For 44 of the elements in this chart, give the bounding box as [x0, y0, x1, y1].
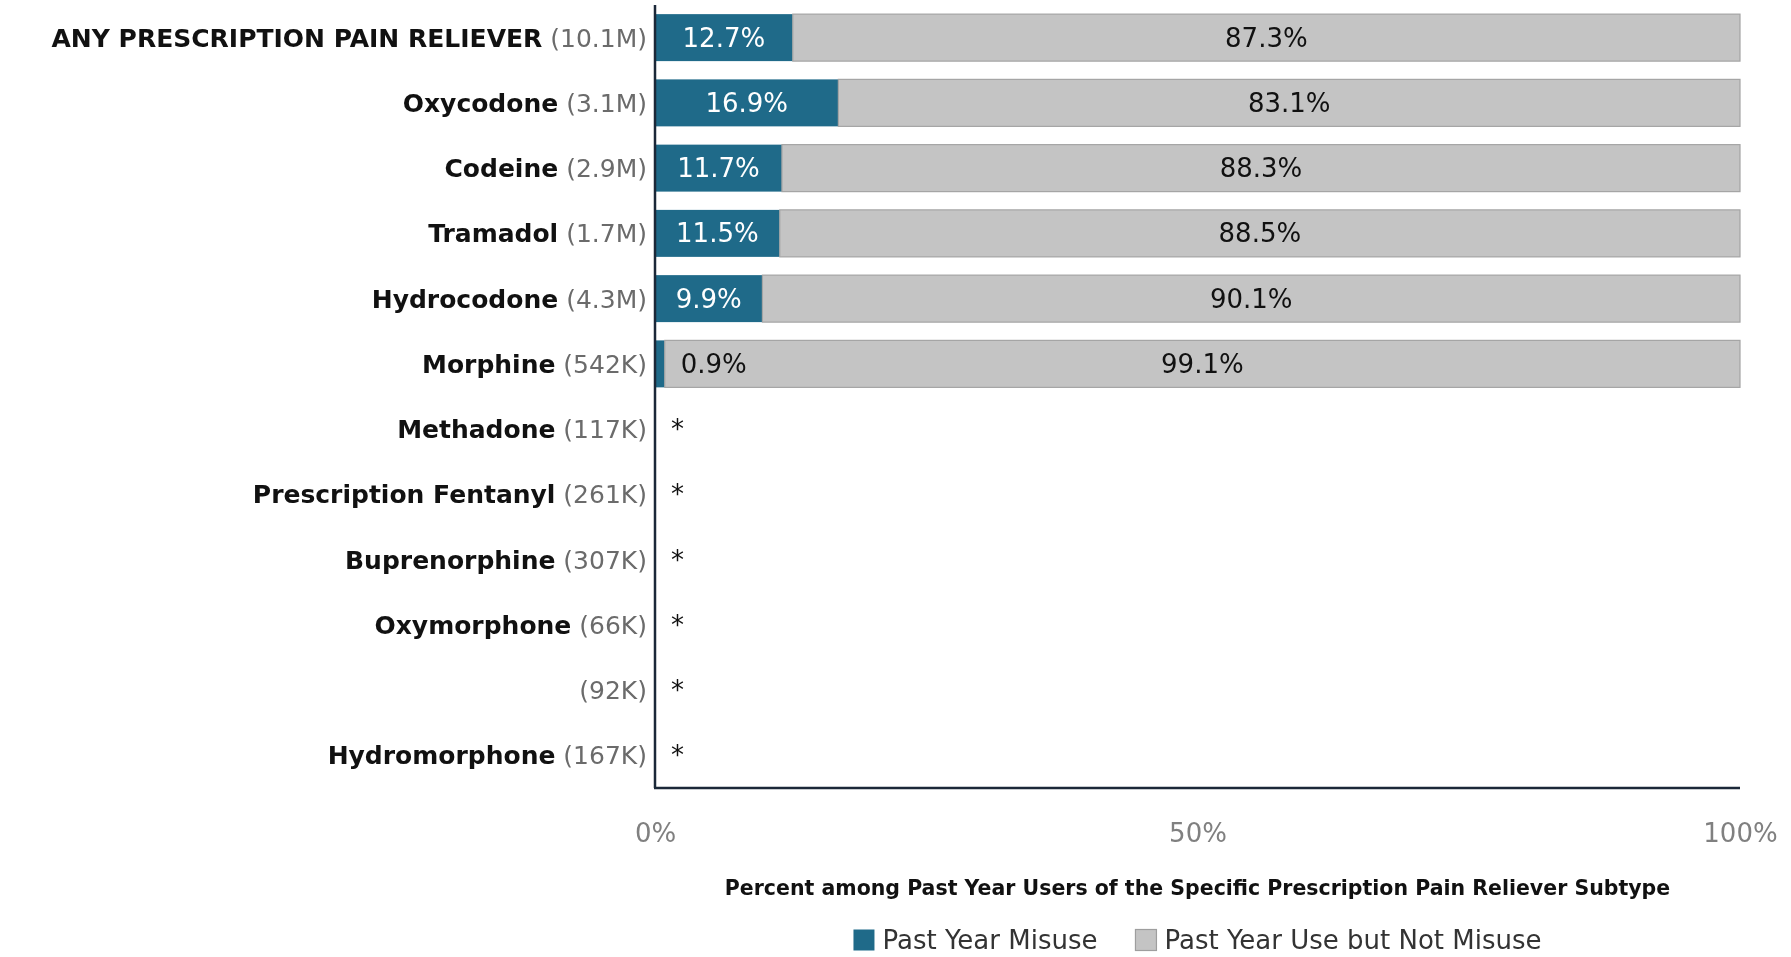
- x-tick-label: 100%: [1703, 818, 1778, 849]
- text: *: [671, 414, 684, 445]
- y-tick-label: Oxymorphone (66K): [374, 610, 647, 640]
- data-label: 99.1%: [1161, 348, 1244, 379]
- bar: [664, 339, 1741, 388]
- text: *: [671, 479, 684, 510]
- bar: [655, 14, 793, 62]
- y-tick-label: Methadone (117K): [397, 414, 647, 444]
- data-label: 90.1%: [1209, 283, 1293, 314]
- y-tick-label: Buprenorphine (307K): [345, 545, 647, 575]
- data-label: 87.3%: [1225, 22, 1308, 53]
- data-label: 88.5%: [1218, 218, 1302, 249]
- legend-label: Past Year Use but Not Misuse: [1164, 925, 1542, 955]
- bar: [761, 274, 1741, 323]
- data-label: 16.9%: [705, 87, 788, 118]
- bar: [837, 78, 1741, 127]
- x-tick-label: 50%: [1169, 818, 1227, 849]
- bar: [792, 13, 1741, 62]
- y-tick-label: ANY PRESCRIPTION PAIN RELIEVER (10.1M): [51, 23, 647, 53]
- legend-label: Past Year Misuse: [882, 925, 1098, 955]
- y-tick-label: (92K): [579, 675, 647, 705]
- data-label: 9.9%: [675, 283, 742, 314]
- data-label: 88.3%: [1219, 153, 1303, 184]
- text: *: [671, 740, 684, 771]
- y-tick-label: Codeine (2.9M): [444, 153, 647, 183]
- bar: [781, 144, 1741, 193]
- y-tick-label: Tramadol (1.7M): [428, 218, 647, 248]
- text: *: [671, 675, 684, 706]
- text: *: [671, 544, 684, 575]
- data-label: 12.7%: [682, 22, 766, 53]
- bar: [655, 79, 839, 127]
- data-label: 11.5%: [676, 218, 759, 249]
- bar: [779, 209, 1741, 258]
- y-tick-label: Prescription Fentanyl (261K): [252, 479, 647, 509]
- data-label: 11.7%: [677, 153, 760, 184]
- data-label: 0.9%: [680, 348, 747, 379]
- text: *: [671, 609, 684, 640]
- y-tick-label: Hydromorphone (167K): [327, 740, 647, 770]
- y-tick-label: Oxycodone (3.1M): [402, 88, 647, 118]
- x-axis-title: Percent among Past Year Users of the Specific Prescription Pain Reliever Subtype: [724, 876, 1671, 900]
- y-tick-label: Hydrocodone (4.3M): [371, 284, 647, 314]
- y-tick-label: Morphine (542K): [422, 349, 647, 379]
- x-tick-label: 0%: [634, 818, 677, 849]
- data-label: 83.1%: [1247, 87, 1331, 118]
